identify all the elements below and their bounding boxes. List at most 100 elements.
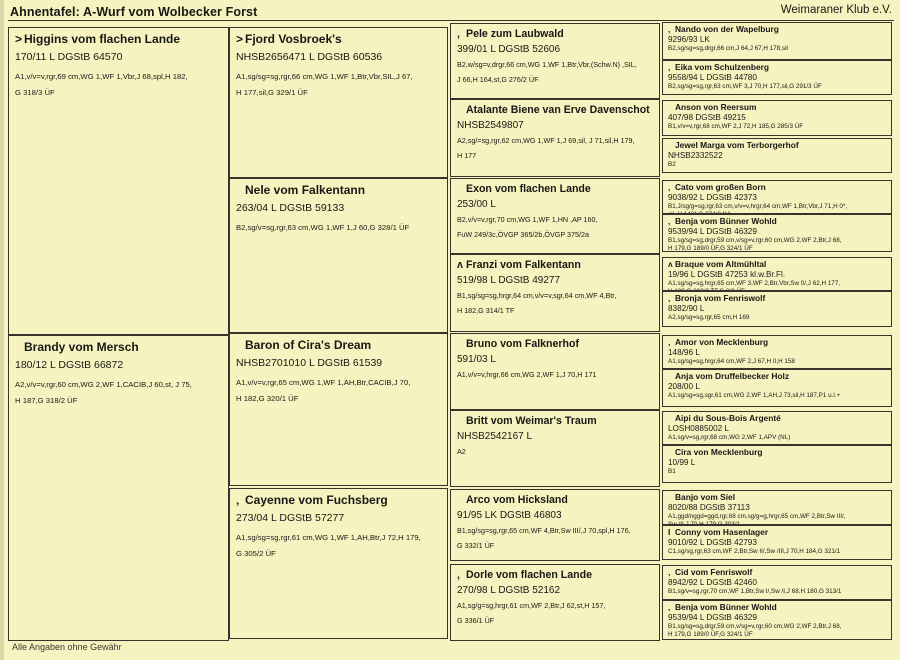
dog-name-text: Exon vom flachen Lande (466, 183, 591, 195)
cell-arco: Arco vom Hicksland 91/95 LK DGStB 46803 … (450, 489, 660, 561)
cell-pele: ‚ Pele zum Laubwald 399/01 L DGStB 52606 … (450, 23, 660, 99)
dog-performance: A2,sg/sg=sg,rgr,65 cm,H 169 (668, 314, 750, 322)
cell-fjord: > Fjord Vosbroek's NHSB2656471 L DGStB 60… (229, 27, 448, 178)
dog-registration: 8020/88 DGStB 37113 (668, 502, 750, 512)
cell-benja-1: ‚ Benja vom Bünner Wohld 9539/94 L DGStB … (662, 214, 892, 252)
dog-name: ʌ Franzi vom Falkentann (457, 259, 653, 273)
sex-mark: ‚ (457, 569, 460, 581)
dog-registration: 9539/94 L DGStB 46329 (668, 612, 757, 622)
sex-mark: ‚ (668, 337, 671, 347)
dog-name-text: Atalante Biene van Erve Davenschot (466, 104, 650, 116)
dog-performance: A1,sg/sg=sg,hrgr,64 cm,WF 2,J 67,H 0,H 1… (668, 358, 795, 366)
sex-mark: I (668, 527, 671, 537)
dog-name: Jewel Marga vom Terborgerhof (668, 140, 886, 151)
dog-name: ‚ Benja vom Bünner Wohld (668, 602, 886, 613)
dog-name-text: Britt vom Weimar's Traum (466, 415, 597, 427)
dog-performance: B1 (668, 468, 676, 476)
cell-eika: ‚ Eika vom Schulzenberg 9558/94 L DGStB 4… (662, 60, 892, 95)
dog-name-text: Cato vom großen Born (675, 182, 766, 192)
dog-registration: 9038/92 L DGStB 42373 (668, 192, 757, 202)
dog-name-text: Banjo vom Siel (675, 492, 736, 502)
dog-name: ‚ Amor von Mecklenburg (668, 337, 886, 348)
cell-franzi: ʌ Franzi vom Falkentann 519/98 L DGStB 49… (450, 254, 660, 332)
dog-performance: B2,sg/v=sg,rgr,63 cm,WG 1,WF 1,J 60,G 32… (236, 222, 410, 232)
dog-name: ‚ Dorle vom flachen Lande (457, 569, 653, 583)
dog-name-text: Cayenne vom Fuchsberg (245, 493, 388, 507)
cell-conny: I Conny vom Hasenlager 9010/92 L DGStB 42… (662, 525, 892, 560)
dog-name: Anja vom Druffelbecker Holz (668, 371, 886, 382)
dog-name: Atalante Biene van Erve Davenschot (457, 104, 653, 118)
cell-atalante: Atalante Biene van Erve Davenschot NHSB2… (450, 99, 660, 177)
dog-performance: C1,sg/sg,rgr,63 cm,WF 2,Btr,Sw II/,Sw /I… (668, 548, 841, 556)
cell-cato: ‚ Cato vom großen Born 9038/92 L DGStB 42… (662, 180, 892, 214)
sex-mark: ‚ (668, 24, 671, 34)
dog-name-text: Fjord Vosbroek's (245, 32, 342, 46)
dog-registration: 170/11 L DGStB 64570 (15, 50, 123, 63)
dog-name: I Conny vom Hasenlager (668, 527, 886, 538)
dog-performance: A1,sg/sg=sg,rgr,66 cm,WG 1,WF 1,Btr,Vbr,… (236, 71, 413, 97)
dog-name-text: Brandy vom Mersch (24, 340, 139, 354)
dog-name: Nele vom Falkentann (236, 183, 441, 199)
dog-performance: B1,v/v=v,rgr,68 cm,WF 2,J 72,H 185,G 285… (668, 123, 804, 131)
dog-name-text: Jewel Marga vom Terborgerhof (675, 140, 799, 150)
dog-name-text: Arco vom Hicksland (466, 494, 568, 506)
dog-name: Brandy vom Mersch (15, 340, 222, 356)
dog-registration: 399/01 L DGStB 52606 (457, 43, 561, 55)
cell-aipi: Aipi du Sous-Bois Argenté LOSH0885002 L … (662, 411, 892, 445)
dog-registration: NHSB2542167 L (457, 430, 533, 442)
dog-name: Bruno vom Falknerhof (457, 338, 653, 352)
footer-note: Alle Angaben ohne Gewähr (12, 642, 122, 652)
dog-registration: 9539/94 L DGStB 46329 (668, 226, 757, 236)
cell-brandy: Brandy vom Mersch 180/12 L DGStB 66872 A… (8, 335, 229, 641)
dog-registration: 10/99 L (668, 457, 696, 467)
dog-performance: A2 (457, 446, 466, 456)
cell-higgins: > Higgins vom flachen Lande 170/11 L DGSt… (8, 27, 229, 335)
sex-mark: ‚ (668, 216, 671, 226)
dog-name: ‚ Nando von der Wapelburg (668, 24, 886, 35)
page-title: Ahnentafel: A-Wurf vom Wolbecker Forst (10, 5, 258, 19)
cell-banjo: Banjo vom Siel 8020/88 DGStB 37113 A1,gg… (662, 490, 892, 525)
cell-exon: Exon vom flachen Lande 253/00 L B2,v/v=v… (450, 178, 660, 254)
dog-name: Exon vom flachen Lande (457, 183, 653, 197)
dog-name-text: Anja vom Druffelbecker Holz (675, 371, 790, 381)
dog-name-text: Benja vom Bünner Wohld (675, 216, 777, 226)
cell-bruno: Bruno vom Falknerhof 591/03 L A1,v/v=v,h… (450, 333, 660, 410)
sex-mark: > (15, 32, 23, 46)
dog-name-text: Amor von Mecklenburg (675, 337, 769, 347)
dog-registration: NHSB2549807 (457, 119, 524, 131)
dog-name: Banjo vom Siel (668, 492, 886, 503)
sex-mark: ‚ (668, 62, 671, 72)
dog-registration: NHSB2332522 (668, 150, 723, 160)
dog-performance: B2 (668, 161, 676, 169)
dog-registration: NHSB2701010 L DGStB 61539 (236, 356, 383, 369)
dog-registration: 8942/92 L DGStB 42460 (668, 577, 757, 587)
dog-name-text: Cid vom Fenriswolf (675, 567, 753, 577)
dog-name: Britt vom Weimar's Traum (457, 415, 653, 429)
dog-performance: A1,v/v=v,rgr,69 cm,WG 1,WF 1,Vbr,J 68,sp… (15, 71, 188, 97)
dog-performance: A1,ggd/nggd=ggd,rgr,68 cm,sg/g=g,hrgr,65… (668, 513, 846, 525)
dog-performance: B1,sg/sg=sg,drgr,59 cm,v/sg=v,rgr,60 cm,… (668, 623, 842, 639)
dog-performance: B1,J/sg/g=sg,rgr,63 cm,v/v=v,hrgr,64 cm,… (668, 203, 848, 213)
cell-bronja: ‚ Bronja vom Fenriswolf 8382/90 L A2,sg/s… (662, 291, 892, 327)
dog-performance: B1,sg/sg=sg,drgr,59 cm,v/sg=v,rgr,60 cm,… (668, 237, 842, 252)
dog-name-text: Aipi du Sous-Bois Argenté (675, 413, 781, 423)
dog-name-text: Dorle vom flachen Lande (466, 569, 592, 581)
dog-registration: NHSB2656471 L DGStB 60536 (236, 50, 383, 63)
dog-performance: B2,v/v=v,rgr,70 cm,WG 1,WF 1,HN ,AP 160,… (457, 214, 598, 239)
dog-name-text: Benja vom Bünner Wohld (675, 602, 777, 612)
dog-name: ‚ Cid vom Fenriswolf (668, 567, 886, 578)
dog-performance: A1,sg/sg=sg,hrgr,65 cm,WF 3,WF 2,Btr,Vbr… (668, 280, 841, 290)
cell-cayenne: ‚ Cayenne vom Fuchsberg 273/04 L DGStB 57… (229, 488, 448, 639)
dog-performance: B2,sg/sg=sg,drgr,66 cm,J 64,J 67,H 178,s… (668, 45, 788, 53)
dog-name: ‚ Pele zum Laubwald (457, 28, 653, 42)
dog-performance: A1,sg/sg=sg,rgr,61 cm,WG 1,WF 1,AH,Btr,J… (236, 532, 421, 558)
dog-registration: 9558/94 L DGStB 44780 (668, 72, 757, 82)
dog-name-text: Bruno vom Falknerhof (466, 338, 580, 350)
dog-registration: 253/00 L (457, 198, 496, 210)
dog-name: ‚ Cayenne vom Fuchsberg (236, 493, 441, 509)
dog-name: Baron of Cira's Dream (236, 338, 441, 354)
dog-name: Anson von Reersum (668, 102, 886, 113)
cell-amor: ‚ Amor von Mecklenburg 148/96 L A1,sg/sg=… (662, 335, 892, 369)
sex-mark: ‚ (668, 293, 671, 303)
